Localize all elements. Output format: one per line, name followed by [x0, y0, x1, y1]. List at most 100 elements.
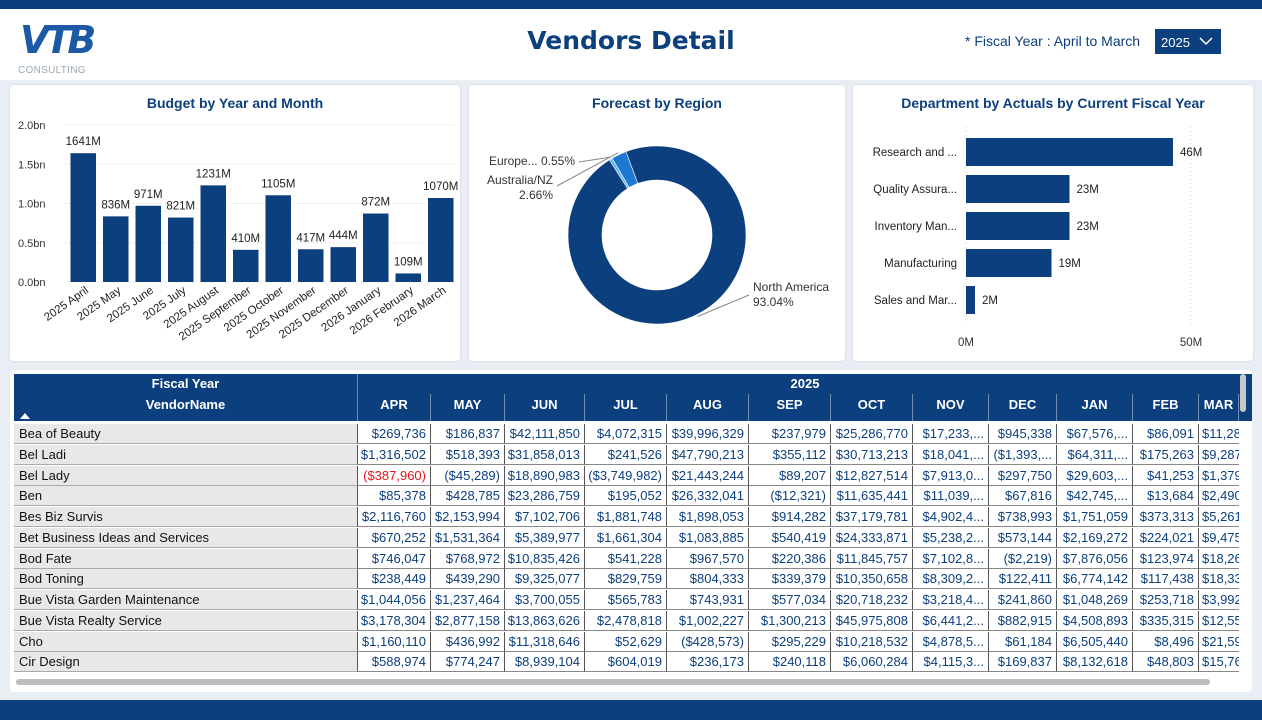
- y-tick-label: Quality Assura...: [873, 184, 957, 196]
- table-row[interactable]: Cho $1,160,110 $436,992 $11,318,646 $52,629(…: [14, 631, 1252, 652]
- vendor-name-cell: Bod Toning: [14, 569, 358, 590]
- value-cell: $269,736: [358, 424, 431, 444]
- value-cell: $48,803: [1133, 652, 1199, 673]
- value-cell: $45,975,808: [831, 610, 913, 631]
- bar[interactable]: [966, 249, 1052, 277]
- bar[interactable]: [70, 153, 97, 282]
- y-tick-label: 0.5bn: [18, 238, 46, 250]
- value-cell: $253,718: [1133, 590, 1199, 610]
- value-cell: $2,169,272: [1057, 527, 1133, 548]
- department-chart-card: Department by Actuals by Current Fiscal …: [853, 85, 1253, 361]
- vendor-name-cell: Ben: [14, 486, 358, 507]
- month-column-header[interactable]: OCT: [831, 394, 913, 421]
- table-row[interactable]: Bue Vista Realty Service $3,178,304 $2,877…: [14, 610, 1252, 631]
- value-cell: $17,233,...: [913, 424, 989, 444]
- value-cell: $8,309,2...: [913, 569, 989, 590]
- bar[interactable]: [135, 205, 162, 282]
- bar[interactable]: [233, 249, 259, 282]
- month-column-header[interactable]: NOV: [913, 394, 989, 421]
- bar[interactable]: [363, 213, 389, 282]
- value-cell: $85,378: [358, 486, 431, 507]
- bar[interactable]: [966, 212, 1070, 240]
- value-cell: $4,902,4...: [913, 507, 989, 527]
- table-row[interactable]: Bes Biz Survis $2,116,760 $2,153,994 $7,102…: [14, 507, 1252, 527]
- value-cell: $2,490: [1199, 486, 1239, 507]
- table-row[interactable]: Bod Toning $238,449 $439,290 $9,325,077 $829…: [14, 569, 1252, 590]
- value-cell: $540,419: [749, 527, 831, 548]
- bar[interactable]: [428, 198, 454, 282]
- bar[interactable]: [200, 185, 227, 282]
- month-column-header[interactable]: MAR: [1199, 394, 1239, 421]
- value-cell: $339,379: [749, 569, 831, 590]
- value-cell: $1,379: [1199, 466, 1239, 486]
- bar-data-label: 1231M: [196, 168, 231, 180]
- leader-line: [697, 294, 750, 317]
- value-cell: $31,858,013: [505, 444, 585, 465]
- table-row[interactable]: Bel Lady ($387,960) ($45,289) $18,890,983 ($…: [14, 465, 1252, 486]
- leader-line: [578, 156, 610, 163]
- value-cell: $518,393: [431, 444, 505, 465]
- value-cell: $4,508,893: [1057, 610, 1133, 631]
- value-cell: $439,290: [431, 569, 505, 590]
- month-column-header[interactable]: JUL: [585, 394, 667, 421]
- value-cell: $18,041,...: [913, 444, 989, 465]
- sort-up-icon: [20, 413, 30, 419]
- value-cell: $604,019: [585, 652, 667, 673]
- vertical-scrollbar[interactable]: [1240, 374, 1246, 412]
- value-cell: $10,350,658: [831, 569, 913, 590]
- value-cell: $4,072,315: [585, 424, 667, 444]
- horizontal-scrollbar[interactable]: [16, 679, 1210, 685]
- table-row[interactable]: Bue Vista Garden Maintenance $1,044,056 $1…: [14, 590, 1252, 610]
- bar[interactable]: [330, 247, 357, 282]
- month-column-header[interactable]: APR: [358, 394, 431, 421]
- month-column-header[interactable]: FEB: [1133, 394, 1199, 421]
- budget-chart-title: Budget by Year and Month: [146, 95, 324, 111]
- value-cell: $237,979: [749, 424, 831, 444]
- bar[interactable]: [966, 138, 1173, 166]
- bar-data-label: 46M: [1180, 147, 1202, 159]
- budget-chart-card: Budget by Year and Month 0.0bn 0.5bn 1.0bn…: [10, 85, 460, 361]
- value-cell: $20,718,232: [831, 590, 913, 610]
- vendor-name-header[interactable]: VendorName: [14, 394, 358, 421]
- year-dropdown[interactable]: 2025: [1155, 29, 1221, 54]
- bar[interactable]: [298, 249, 324, 282]
- vendor-name-header-label: VendorName: [145, 397, 226, 412]
- slice-label: 93.04%: [753, 295, 794, 309]
- month-column-header[interactable]: AUG: [667, 394, 749, 421]
- vendor-name-cell: Bod Fate: [14, 548, 358, 569]
- table-row[interactable]: Bea of Beauty $269,736 $186,837 $42,111,850…: [14, 424, 1252, 444]
- bar[interactable]: [966, 175, 1070, 203]
- bar[interactable]: [395, 273, 422, 282]
- value-cell: $436,992: [431, 631, 505, 652]
- vendor-name-cell: Bes Biz Survis: [14, 507, 358, 527]
- value-cell: $11,845,757: [831, 548, 913, 569]
- bar[interactable]: [966, 286, 975, 314]
- slice-label: Australia/NZ: [487, 173, 553, 187]
- value-cell: $588,974: [358, 652, 431, 673]
- month-column-header[interactable]: JAN: [1057, 394, 1133, 421]
- value-cell: $18,33: [1199, 569, 1239, 590]
- table-row[interactable]: Bet Business Ideas and Services $670,252 $…: [14, 527, 1252, 548]
- bar[interactable]: [168, 217, 194, 282]
- x-tick-label: 0M: [958, 337, 974, 349]
- value-cell: $175,263: [1133, 444, 1199, 465]
- table-row[interactable]: Ben $85,378 $428,785 $23,286,759 $195,052 $26…: [14, 486, 1252, 507]
- month-column-header[interactable]: DEC: [989, 394, 1057, 421]
- donut-slice[interactable]: [567, 145, 747, 325]
- table-row[interactable]: Bod Fate $746,047 $768,972 $10,835,426 $541,…: [14, 548, 1252, 569]
- month-column-header[interactable]: MAY: [431, 394, 505, 421]
- fiscal-year-note: * Fiscal Year : April to March: [965, 33, 1141, 49]
- table-row[interactable]: Cir Design $588,974 $774,247 $8,939,104 $604…: [14, 652, 1252, 673]
- slice-label: 2.66%: [519, 188, 553, 202]
- table-row[interactable]: Bel Ladi $1,316,502 $518,393 $31,858,013 $24…: [14, 444, 1252, 465]
- bar[interactable]: [265, 195, 292, 282]
- value-cell: $117,438: [1133, 569, 1199, 590]
- year-column-header[interactable]: 2025: [790, 376, 820, 391]
- forecast-chart-title: Forecast by Region: [592, 95, 722, 111]
- month-column-header[interactable]: SEP: [749, 394, 831, 421]
- bar[interactable]: [103, 216, 129, 282]
- month-column-header[interactable]: JUN: [505, 394, 585, 421]
- bar-data-label: 1105M: [261, 178, 295, 190]
- vendor-matrix-table: Fiscal Year 2025 VendorName APR MAY JUN JUL…: [10, 370, 1252, 692]
